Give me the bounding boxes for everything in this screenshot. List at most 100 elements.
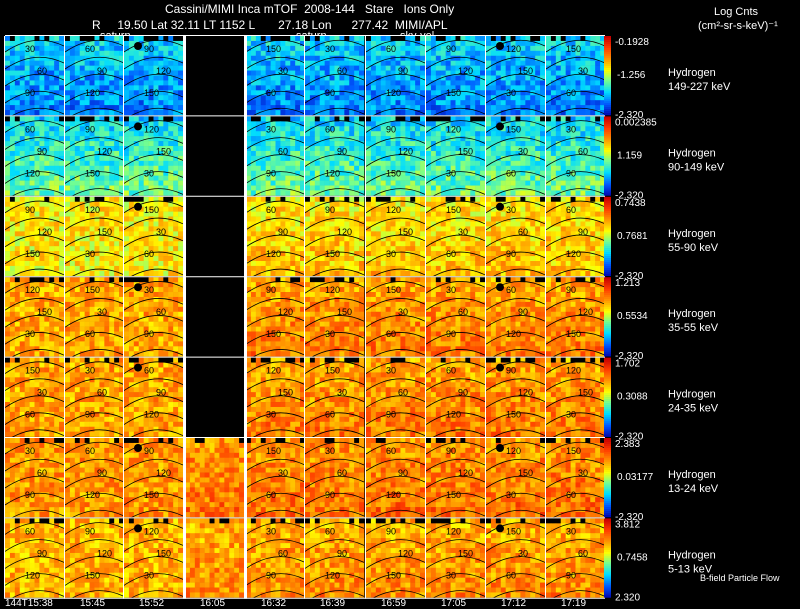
heatmap-cell bbox=[380, 256, 386, 262]
heatmap-cell bbox=[565, 85, 571, 91]
heatmap-cell bbox=[124, 80, 130, 86]
heatmap-cell bbox=[39, 206, 45, 212]
heatmap-cell bbox=[250, 201, 257, 207]
heatmap-cell bbox=[14, 146, 21, 152]
heatmap-cell bbox=[290, 196, 296, 203]
heatmap-cell bbox=[9, 226, 16, 232]
heatmap-cell bbox=[44, 126, 50, 132]
heatmap-cell bbox=[480, 75, 486, 81]
heatmap-cell bbox=[515, 121, 521, 127]
heatmap-cell bbox=[9, 131, 16, 137]
heatmap-cell bbox=[49, 36, 55, 42]
heatmap-cell bbox=[445, 116, 451, 122]
heatmap-cell bbox=[470, 126, 476, 132]
heatmap-cell bbox=[246, 241, 252, 247]
heatmap-cell bbox=[300, 251, 306, 257]
heatmap-cell bbox=[359, 251, 365, 257]
heatmap-cell bbox=[445, 141, 451, 147]
heatmap-cell bbox=[250, 126, 257, 132]
heatmap-cell bbox=[500, 150, 506, 157]
heatmap-cell bbox=[525, 90, 531, 96]
heatmap-cell bbox=[128, 221, 135, 227]
heatmap-cell bbox=[366, 55, 372, 61]
heatmap-cell bbox=[460, 206, 466, 212]
heatmap-cell bbox=[163, 60, 169, 66]
heatmap-cell bbox=[550, 95, 557, 101]
heatmap-cell bbox=[415, 126, 421, 132]
heatmap-cell bbox=[59, 116, 65, 122]
heatmap-cell bbox=[39, 165, 45, 172]
heatmap-cell bbox=[460, 155, 466, 162]
heatmap-cell bbox=[510, 126, 516, 132]
heatmap-cell bbox=[79, 160, 85, 167]
heatmap-cell bbox=[29, 121, 35, 127]
heatmap-cell bbox=[329, 110, 335, 116]
heatmap-cell bbox=[314, 216, 321, 222]
heatmap-cell bbox=[415, 75, 421, 81]
heatmap-cell bbox=[305, 270, 311, 277]
heatmap-cell bbox=[305, 160, 311, 167]
heatmap-cell bbox=[163, 265, 169, 272]
heatmap-cell bbox=[490, 45, 497, 52]
heatmap-cell bbox=[34, 155, 40, 162]
heatmap-cell bbox=[500, 85, 506, 91]
heatmap-cell bbox=[550, 36, 557, 42]
colorbar-segment bbox=[604, 171, 611, 174]
heatmap-cell bbox=[168, 256, 174, 262]
heatmap-cell bbox=[334, 80, 340, 86]
heatmap-cell bbox=[385, 126, 391, 132]
heatmap-cell bbox=[525, 105, 531, 111]
heatmap-cell bbox=[475, 90, 481, 96]
heatmap-cell bbox=[290, 231, 296, 237]
heatmap-cell bbox=[370, 75, 377, 81]
heatmap-cell bbox=[445, 105, 451, 111]
heatmap-cell bbox=[430, 85, 437, 91]
heatmap-cell bbox=[375, 105, 382, 111]
heatmap-cell bbox=[475, 165, 481, 172]
heatmap-cell bbox=[515, 95, 521, 101]
heatmap-cell bbox=[390, 126, 396, 132]
heatmap-cell bbox=[49, 236, 55, 242]
heatmap-cell bbox=[104, 50, 110, 57]
heatmap-cell bbox=[420, 55, 426, 61]
heatmap-cell bbox=[344, 55, 350, 61]
heatmap-cell bbox=[305, 231, 311, 237]
heatmap-cell bbox=[305, 75, 311, 81]
heatmap-cell bbox=[400, 155, 406, 162]
heatmap-cell bbox=[375, 75, 382, 81]
heatmap-cell bbox=[470, 80, 476, 86]
heatmap-cell bbox=[84, 131, 90, 137]
heatmap-cell bbox=[460, 65, 466, 71]
heatmap-cell bbox=[54, 60, 60, 66]
heatmap-cell bbox=[163, 260, 169, 267]
heatmap-cell bbox=[380, 206, 386, 212]
heatmap-cell bbox=[585, 170, 591, 176]
heatmap-cell bbox=[54, 131, 60, 137]
heatmap-cell bbox=[99, 40, 105, 47]
colorbar-segment bbox=[604, 134, 611, 137]
heatmap-cell bbox=[39, 256, 45, 262]
heatmap-cell bbox=[366, 50, 372, 57]
heatmap-cell bbox=[79, 251, 85, 257]
heatmap-cell bbox=[9, 221, 16, 227]
colorbar-segment bbox=[604, 109, 611, 112]
heatmap-cell bbox=[560, 170, 566, 176]
heatmap-cell bbox=[470, 60, 476, 66]
heatmap-cell bbox=[260, 165, 266, 172]
heatmap-cell bbox=[405, 175, 411, 181]
heatmap-cell bbox=[94, 251, 100, 257]
contour-label: 120 bbox=[446, 124, 461, 134]
heatmap-cell bbox=[99, 65, 105, 71]
heatmap-cell bbox=[546, 65, 552, 71]
heatmap-cell bbox=[280, 141, 286, 147]
heatmap-cell bbox=[390, 265, 396, 272]
heatmap-cell bbox=[480, 160, 486, 167]
heatmap-cell bbox=[535, 70, 541, 76]
heatmap-cell bbox=[295, 165, 301, 172]
heatmap-cell bbox=[246, 126, 252, 132]
heatmap-cell bbox=[178, 211, 184, 217]
heatmap-cell bbox=[148, 216, 154, 222]
heatmap-cell bbox=[535, 146, 541, 152]
heatmap-cell bbox=[275, 185, 281, 191]
heatmap-cell bbox=[255, 185, 262, 191]
